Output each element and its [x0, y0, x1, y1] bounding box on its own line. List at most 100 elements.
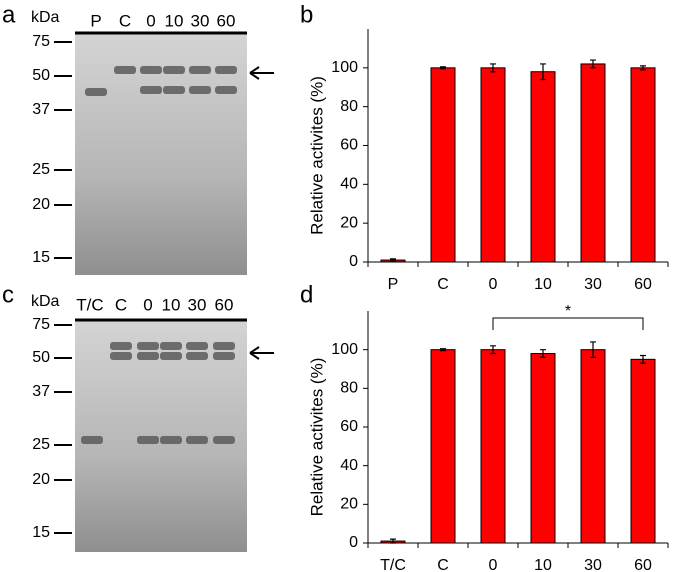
x-tick-label: 60	[634, 557, 652, 572]
y-axis-label: Relative activites (%)	[307, 358, 326, 517]
gel-unit: kDa	[31, 9, 60, 26]
gel-band	[163, 86, 185, 94]
x-tick-label: 60	[634, 276, 652, 293]
lane-label: 0	[146, 11, 155, 30]
arrow-head	[249, 346, 260, 360]
x-tick-label: 30	[584, 557, 602, 572]
error-bar	[540, 349, 546, 358]
lane-label: 60	[215, 295, 234, 314]
y-tick-label: 100	[331, 59, 358, 76]
y-tick-label: 0	[349, 253, 358, 270]
gel-band	[186, 352, 208, 360]
gel-band	[137, 436, 159, 444]
lane-label: C	[115, 295, 127, 314]
marker-label: 25	[32, 161, 50, 178]
gel-band	[186, 342, 208, 350]
bar	[630, 358, 656, 544]
gel-band	[160, 352, 182, 360]
error-bar	[490, 63, 496, 73]
x-tick-label: 30	[584, 276, 602, 293]
x-tick-label: 0	[489, 557, 498, 572]
error-bar	[640, 354, 646, 364]
lane-label: C	[119, 11, 131, 30]
lane-label: 30	[188, 295, 207, 314]
error-bar	[540, 63, 546, 81]
bar	[480, 349, 506, 544]
gel-band	[137, 352, 159, 360]
y-tick-label: 20	[340, 496, 358, 513]
gel-unit: kDa	[31, 293, 60, 310]
gel-band	[186, 436, 208, 444]
error-bar	[590, 341, 596, 358]
gel-band	[81, 436, 103, 444]
error-bar	[390, 538, 396, 544]
y-tick-label: 80	[340, 98, 358, 115]
marker-label: 15	[32, 524, 50, 541]
gel-band	[213, 342, 235, 350]
marker-label: 37	[32, 101, 50, 118]
gel-band	[140, 86, 162, 94]
marker-label: 50	[32, 67, 50, 84]
gel-band	[110, 342, 132, 350]
bar	[630, 67, 656, 263]
lane-label: 0	[143, 295, 152, 314]
gel-band	[189, 86, 211, 94]
x-tick-label: 0	[489, 276, 498, 293]
y-tick-label: 40	[340, 176, 358, 193]
gel-band	[215, 66, 237, 74]
error-bar	[390, 258, 396, 262]
gel-band	[160, 436, 182, 444]
lane-label: 30	[191, 11, 210, 30]
x-tick-label: 10	[534, 557, 552, 572]
panel-label: b	[300, 1, 313, 28]
lane-label: P	[90, 11, 101, 30]
error-bar	[590, 59, 596, 69]
arrow-head	[249, 66, 260, 80]
x-tick-label: P	[388, 276, 399, 293]
marker-label: 15	[32, 249, 50, 266]
lane-label: T/C	[76, 295, 103, 314]
marker-label: 25	[32, 436, 50, 453]
error-bar	[440, 66, 446, 70]
marker-label: 37	[32, 383, 50, 400]
y-tick-label: 60	[340, 137, 358, 154]
y-tick-label: 100	[331, 341, 358, 358]
gel-band	[215, 86, 237, 94]
gel-band	[110, 352, 132, 360]
x-tick-label: 10	[534, 276, 552, 293]
significance-mark: *	[565, 303, 571, 320]
gel-band	[137, 342, 159, 350]
lane-label: 10	[162, 295, 181, 314]
marker-label: 20	[32, 471, 50, 488]
y-tick-label: 20	[340, 214, 358, 231]
error-bar	[640, 65, 646, 71]
error-bar	[490, 345, 496, 355]
x-tick-label: C	[437, 276, 449, 293]
significance-bracket	[492, 317, 644, 330]
bar	[480, 67, 506, 263]
gel-band	[213, 436, 235, 444]
error-bar	[440, 348, 446, 352]
gel-band	[160, 342, 182, 350]
gel-band	[213, 352, 235, 360]
bar	[580, 349, 606, 544]
panel-label: a	[2, 1, 16, 28]
panel-label: d	[300, 281, 313, 308]
marker-label: 75	[32, 33, 50, 50]
x-tick-label: C	[437, 557, 449, 572]
bar	[530, 71, 556, 263]
y-tick-label: 80	[340, 380, 358, 397]
bar	[430, 349, 456, 544]
lane-label: 10	[165, 11, 184, 30]
gel-band	[163, 66, 185, 74]
y-tick-label: 60	[340, 418, 358, 435]
x-tick-label: T/C	[380, 557, 406, 572]
y-tick-label: 0	[349, 534, 358, 551]
gel-band	[85, 88, 107, 96]
bar	[580, 63, 606, 263]
bar	[530, 353, 556, 544]
y-axis-label: Relative activites (%)	[307, 76, 326, 235]
y-tick-label: 40	[340, 457, 358, 474]
gel-band	[140, 66, 162, 74]
